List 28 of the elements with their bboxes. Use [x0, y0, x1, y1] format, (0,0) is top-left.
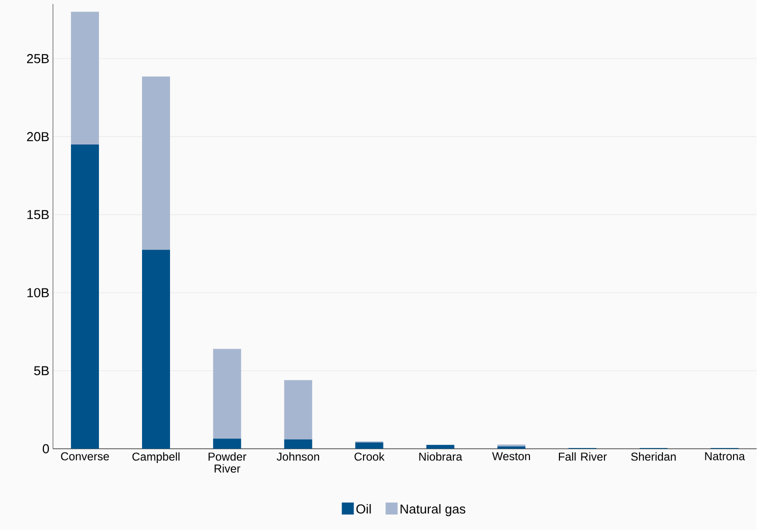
- x-tick-label: Sheridan: [631, 452, 676, 461]
- legend-label: Oil: [356, 504, 371, 514]
- x-tick-label: Campbell: [132, 452, 180, 464]
- bar: [355, 442, 384, 449]
- y-tick-label: 5B: [34, 366, 49, 376]
- x-tick-label: Converse: [61, 452, 109, 461]
- y-tick-label: 10B: [27, 288, 49, 298]
- y-tick-label: 15B: [27, 210, 49, 220]
- legend-label: Natural gas: [400, 504, 466, 516]
- x-tick-label: Crook: [354, 452, 385, 461]
- bar: [426, 445, 454, 449]
- y-tick-label: 20B: [27, 132, 49, 142]
- bar: [213, 349, 242, 439]
- bar: [213, 438, 242, 449]
- bar: [70, 12, 99, 145]
- bar: [284, 380, 312, 440]
- x-tick-label: Fall River: [558, 452, 607, 461]
- x-tick-label: Powder River: [208, 452, 246, 473]
- bar: [142, 76, 170, 250]
- x-tick-label: Weston: [492, 452, 530, 460]
- x-tick-label: Natrona: [705, 452, 745, 460]
- bar: [284, 440, 312, 449]
- y-tick-label: 25B: [27, 54, 49, 64]
- x-tick-label: Niobrara: [419, 452, 462, 461]
- bar: [70, 144, 99, 449]
- bar: [142, 250, 170, 449]
- x-tick-label: Johnson: [276, 452, 320, 461]
- y-tick-label: 0: [42, 444, 49, 454]
